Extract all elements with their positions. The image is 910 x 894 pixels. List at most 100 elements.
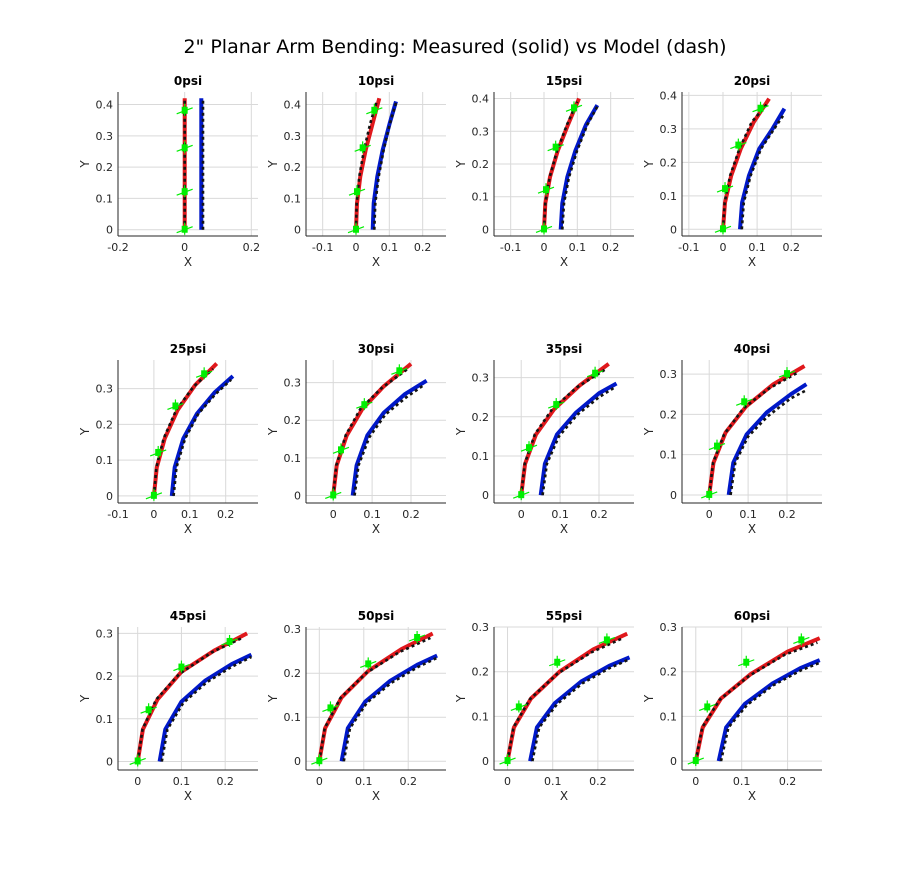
- y-tick-label: 0.1: [96, 192, 114, 205]
- y-tick-label: 0: [106, 490, 113, 503]
- series-model-right: [531, 658, 631, 762]
- y-tick-label: 0.1: [284, 192, 302, 205]
- marker-frame: [515, 703, 522, 711]
- series-measured-right: [350, 378, 428, 496]
- series-measured-left: [135, 631, 249, 762]
- x-tick-label: 0.2: [402, 508, 420, 521]
- marker-frame: [330, 491, 337, 499]
- marker-frame: [722, 185, 729, 193]
- marker-frame: [706, 490, 713, 498]
- x-tick-label: 0.2: [216, 775, 234, 788]
- x-tick-label: 0.2: [399, 775, 417, 788]
- series-model-left: [152, 367, 214, 497]
- marker-frame: [134, 757, 141, 765]
- series-measured-left: [151, 362, 219, 497]
- x-tick-label: 0.1: [748, 241, 766, 254]
- series-model-left: [542, 101, 579, 230]
- y-tick-label: 0: [670, 489, 677, 502]
- marker-frame: [757, 104, 764, 112]
- marker-frame: [714, 442, 720, 450]
- y-tick-label: 0.2: [472, 666, 490, 679]
- y-tick-label: 0.3: [284, 130, 302, 143]
- marker-frame: [359, 144, 366, 152]
- marker-frame: [181, 144, 188, 152]
- marker-frame: [692, 757, 699, 765]
- x-tick-label: -0.1: [500, 241, 521, 254]
- subplot-title: 50psi: [358, 609, 395, 623]
- subplot-title: 35psi: [546, 342, 583, 356]
- marker-frame: [743, 658, 750, 666]
- x-axis-label: X: [560, 789, 568, 803]
- y-tick-label: 0.3: [660, 123, 678, 136]
- y-tick-label: 0: [482, 755, 489, 768]
- y-tick-label: 0: [294, 755, 301, 768]
- y-tick-label: 0.4: [96, 99, 114, 112]
- y-tick-label: 0.2: [660, 156, 678, 169]
- y-tick-label: 0.4: [284, 99, 302, 112]
- y-tick-label: 0.1: [660, 710, 678, 723]
- y-axis-label: Y: [78, 427, 92, 436]
- y-tick-label: 0.3: [472, 125, 490, 138]
- marker-frame: [543, 186, 549, 194]
- x-tick-label: 0: [316, 775, 323, 788]
- y-axis-label: Y: [266, 427, 280, 436]
- y-tick-label: 0.1: [96, 454, 114, 467]
- y-axis-label: Y: [78, 160, 92, 169]
- series-measured-left: [721, 97, 771, 230]
- y-tick-label: 0: [482, 223, 489, 236]
- y-axis-label: Y: [454, 694, 468, 703]
- y-axis-label: Y: [642, 694, 656, 703]
- x-tick-label: 0: [692, 775, 699, 788]
- y-tick-label: 0.1: [660, 449, 678, 462]
- subplot-0psi: -0.2 0 0.2 0 0.1 0.2 0.3 0.4 X Y 0psi: [78, 74, 260, 269]
- y-tick-label: 0: [106, 224, 113, 237]
- x-tick-label: 0.2: [217, 508, 235, 521]
- marker-frame: [178, 663, 185, 671]
- y-axis-label: Y: [642, 160, 656, 169]
- y-tick-label: 0.2: [284, 161, 302, 174]
- marker-frame: [327, 704, 334, 712]
- series-model-left: [721, 102, 769, 230]
- marker-frame: [552, 143, 559, 151]
- x-tick-label: 0.1: [733, 775, 751, 788]
- marker-frame: [316, 757, 323, 765]
- marker-frame: [181, 225, 188, 233]
- y-tick-label: 0.1: [472, 710, 490, 723]
- y-axis-label: Y: [266, 694, 280, 703]
- y-tick-label: 0.2: [284, 667, 302, 680]
- x-tick-label: 0: [518, 508, 525, 521]
- x-axis-label: X: [748, 255, 756, 269]
- marker-frame: [145, 706, 152, 714]
- y-tick-label: 0.2: [660, 408, 678, 421]
- marker-frame: [181, 106, 188, 114]
- subplot-35psi: 0 0.1 0.2 0 0.1 0.2 0.3 X Y 35psi: [454, 342, 634, 536]
- subplot-title: 55psi: [546, 609, 583, 623]
- subplot-title: 20psi: [734, 74, 771, 88]
- x-tick-label: 0: [134, 775, 141, 788]
- y-tick-label: 0.1: [284, 711, 302, 724]
- marker-frame: [172, 402, 179, 410]
- subplot-30psi: 0 0.1 0.2 0 0.1 0.2 0.3 X Y 30psi: [266, 342, 446, 536]
- x-axis-label: X: [372, 522, 380, 536]
- series-model-right: [561, 106, 599, 230]
- y-tick-label: 0.1: [472, 191, 490, 204]
- series-measured-right: [339, 653, 438, 762]
- marker-frame: [396, 367, 403, 375]
- y-tick-label: 0.3: [472, 372, 490, 385]
- y-axis-label: Y: [454, 427, 468, 436]
- series-model-left: [506, 637, 624, 762]
- subplot-25psi: -0.1 0 0.1 0.2 0 0.1 0.2 0.3 X Y 25psi: [78, 342, 258, 536]
- marker-frame: [504, 757, 511, 765]
- marker-frame: [361, 401, 368, 409]
- marker-frame: [735, 141, 742, 149]
- x-tick-label: 0.2: [243, 241, 261, 254]
- y-tick-label: 0.1: [284, 452, 302, 465]
- y-tick-label: 0.3: [96, 130, 114, 143]
- series-measured-right: [716, 658, 821, 762]
- y-tick-label: 0: [482, 489, 489, 502]
- series-model-right: [740, 113, 786, 230]
- subplot-title: 60psi: [734, 609, 771, 623]
- x-axis-label: X: [184, 789, 192, 803]
- y-tick-label: 0: [294, 489, 301, 502]
- marker-frame: [518, 491, 525, 499]
